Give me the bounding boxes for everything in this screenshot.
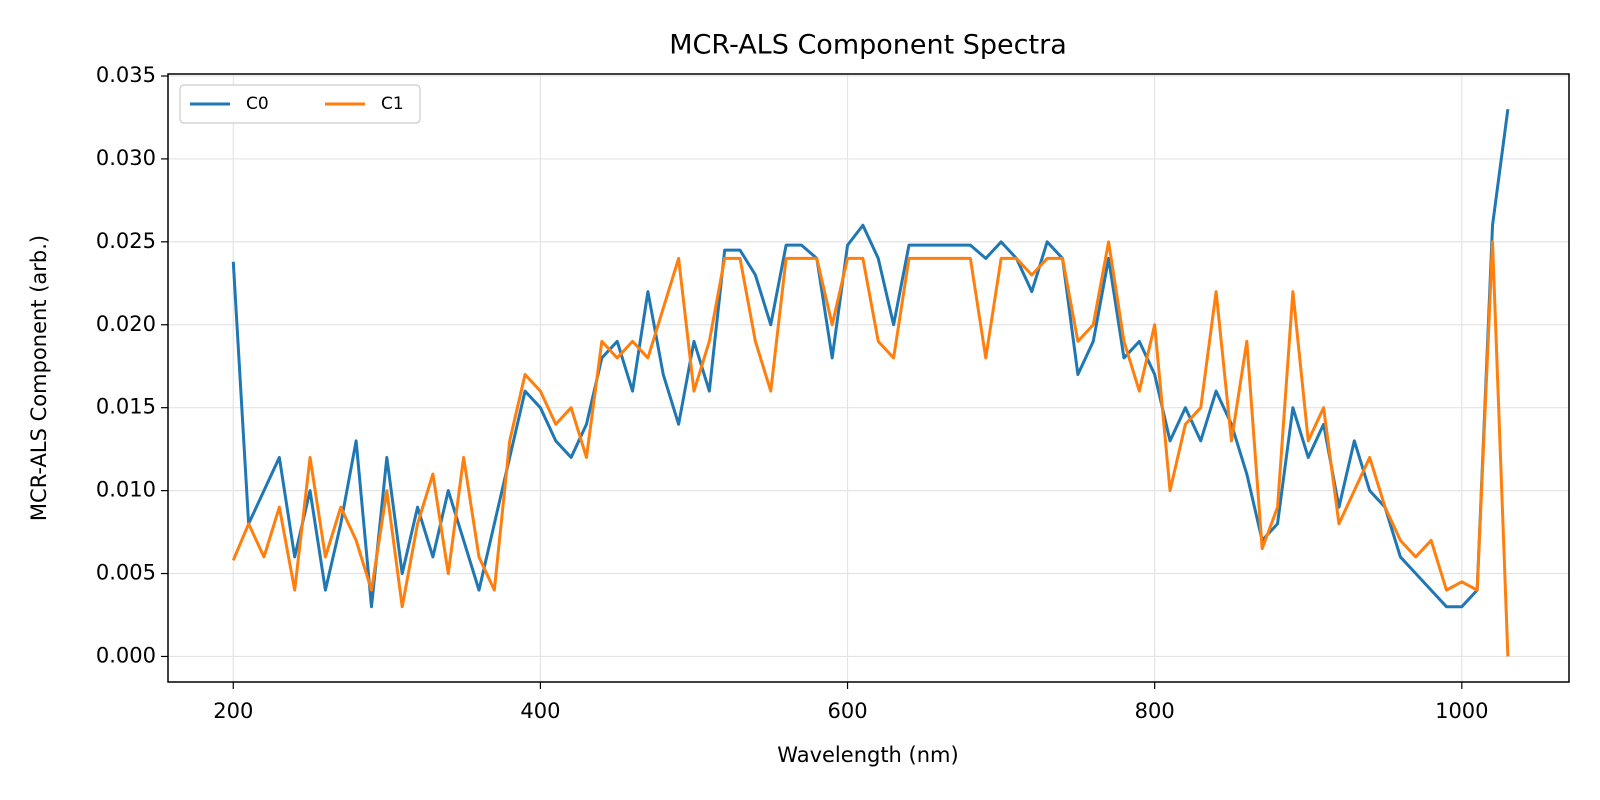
x-tick-label: 200: [213, 699, 253, 723]
plot-frame: [167, 73, 1570, 683]
x-tick-label: 600: [827, 699, 867, 723]
y-tick-label: 0.025: [96, 229, 156, 253]
legend-label: C1: [381, 94, 404, 114]
legend-box: [179, 84, 421, 124]
y-tick-label: 0.005: [96, 561, 156, 585]
series-line: [231, 240, 1510, 657]
series-line: [231, 108, 1510, 609]
y-tick-label: 0.000: [96, 643, 156, 667]
legend: C0 C1: [179, 84, 421, 124]
y-axis-label: MCR-ALS Component (arb.): [27, 235, 51, 521]
y-tick-label: 0.030: [96, 146, 156, 170]
y-tick-label: 0.015: [96, 395, 156, 419]
chart-title: MCR-ALS Component Spectra: [669, 30, 1067, 61]
y-tick-label: 0.035: [96, 63, 156, 87]
x-tick-label: 1000: [1435, 699, 1488, 723]
legend-label: C0: [246, 94, 269, 114]
y-tick-label: 0.010: [96, 478, 156, 502]
x-tick-label: 800: [1135, 699, 1175, 723]
x-axis-label: Wavelength (nm): [777, 743, 958, 767]
x-tick-label: 400: [520, 699, 560, 723]
y-tick-label: 0.020: [96, 312, 156, 336]
